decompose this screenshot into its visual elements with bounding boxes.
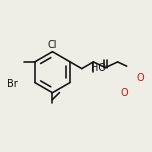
Text: O: O [121, 88, 128, 98]
Text: Cl: Cl [48, 40, 57, 50]
Text: O: O [136, 73, 144, 83]
Text: HO: HO [91, 63, 106, 73]
Text: Br: Br [7, 79, 17, 89]
